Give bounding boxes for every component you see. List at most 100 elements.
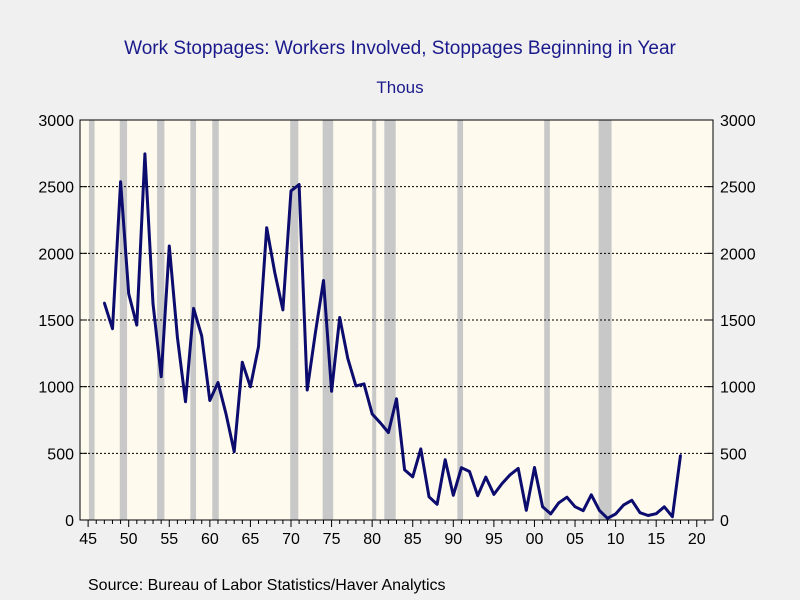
x-tick-label: 75 [323, 531, 341, 548]
data-point [419, 447, 423, 451]
y-tick-label-right: 1000 [720, 380, 756, 397]
data-point [265, 226, 268, 229]
y-tick-label-right: 1500 [720, 313, 756, 330]
data-point [135, 323, 139, 327]
recession-band [212, 120, 219, 520]
source-note: Source: Bureau of Labor Statistics/Haver… [88, 577, 446, 594]
data-point [427, 495, 431, 498]
data-point [679, 454, 682, 457]
y-tick-label-right: 500 [720, 446, 747, 463]
data-point [232, 450, 236, 453]
recession-band [119, 120, 128, 520]
data-point [573, 505, 577, 508]
data-point [103, 301, 106, 304]
data-point [143, 152, 147, 156]
data-point [127, 292, 130, 295]
data-point [314, 332, 317, 335]
data-point [443, 458, 447, 461]
data-point [119, 180, 122, 183]
data-point [492, 493, 496, 496]
x-tick-label: 55 [160, 531, 178, 548]
data-point [200, 334, 203, 338]
data-point [541, 505, 544, 508]
data-point [354, 384, 358, 388]
data-point [646, 514, 650, 517]
data-point [533, 466, 536, 469]
data-point [168, 244, 171, 248]
data-point [151, 302, 155, 305]
y-tick-label: 500 [47, 446, 74, 463]
data-point [346, 357, 350, 360]
data-point [549, 512, 552, 516]
plot-frame [79, 119, 714, 521]
data-point [224, 413, 228, 416]
x-tick-label: 70 [282, 531, 300, 548]
data-point [557, 501, 561, 504]
recession-band [384, 120, 396, 520]
y-tick-label: 1000 [38, 380, 74, 397]
data-point [330, 390, 333, 393]
x-tick-label: 90 [444, 531, 462, 548]
recession-band [372, 120, 377, 520]
data-point [452, 494, 455, 497]
x-tick-label: 60 [201, 531, 219, 548]
data-point [508, 473, 512, 476]
recession-band [322, 120, 334, 520]
data-point [663, 505, 666, 508]
data-point [281, 308, 285, 312]
y-tick-label: 2000 [38, 246, 74, 263]
data-point [176, 336, 179, 339]
x-tick-label: 80 [363, 531, 381, 548]
data-point [525, 509, 528, 512]
data-point [590, 493, 593, 496]
chart-title: Work Stoppages: Workers Involved, Stoppa… [124, 38, 676, 59]
recession-band [88, 120, 95, 520]
data-point [598, 509, 601, 512]
y-tick-label-right: 2000 [720, 246, 756, 263]
data-point [362, 382, 366, 386]
data-point [581, 509, 585, 512]
data-point [403, 468, 406, 472]
y-tick-label: 2500 [38, 180, 74, 197]
data-point [184, 400, 187, 403]
data-point [273, 271, 276, 274]
data-point [476, 494, 479, 497]
data-point [500, 482, 504, 485]
y-tick-label: 3000 [38, 113, 74, 130]
series-line [102, 152, 682, 520]
data-point [614, 512, 617, 516]
data-point [484, 475, 487, 479]
x-tick-label: 50 [120, 531, 138, 548]
x-tick-label: 10 [607, 531, 625, 548]
data-point [435, 503, 439, 506]
data-point [322, 279, 325, 282]
chart-subtitle: Thous [376, 78, 424, 97]
y-tick-label-right: 0 [720, 513, 729, 530]
data-point [517, 467, 520, 470]
data-point [622, 503, 625, 507]
data-point [565, 496, 569, 499]
x-tick-label: 85 [404, 531, 422, 548]
y-tick-label: 1500 [38, 313, 74, 330]
y-tick-label-right: 3000 [720, 113, 756, 130]
y-tick-label-right: 2500 [720, 180, 756, 197]
x-tick-label: 95 [485, 531, 503, 548]
data-point [249, 385, 252, 388]
data-point [379, 421, 382, 424]
data-point [257, 345, 260, 348]
data-point [111, 327, 114, 330]
data-point [638, 511, 642, 514]
data-point [216, 381, 220, 384]
data-point [630, 499, 634, 502]
data-point [297, 183, 301, 186]
data-point [241, 361, 244, 364]
data-point [159, 375, 163, 378]
x-tick-label: 00 [526, 531, 544, 548]
x-tick-label: 45 [79, 531, 97, 548]
data-point [606, 517, 609, 520]
data-point [460, 466, 463, 469]
data-point [395, 397, 398, 400]
data-point [370, 412, 374, 416]
data-point [387, 431, 390, 434]
